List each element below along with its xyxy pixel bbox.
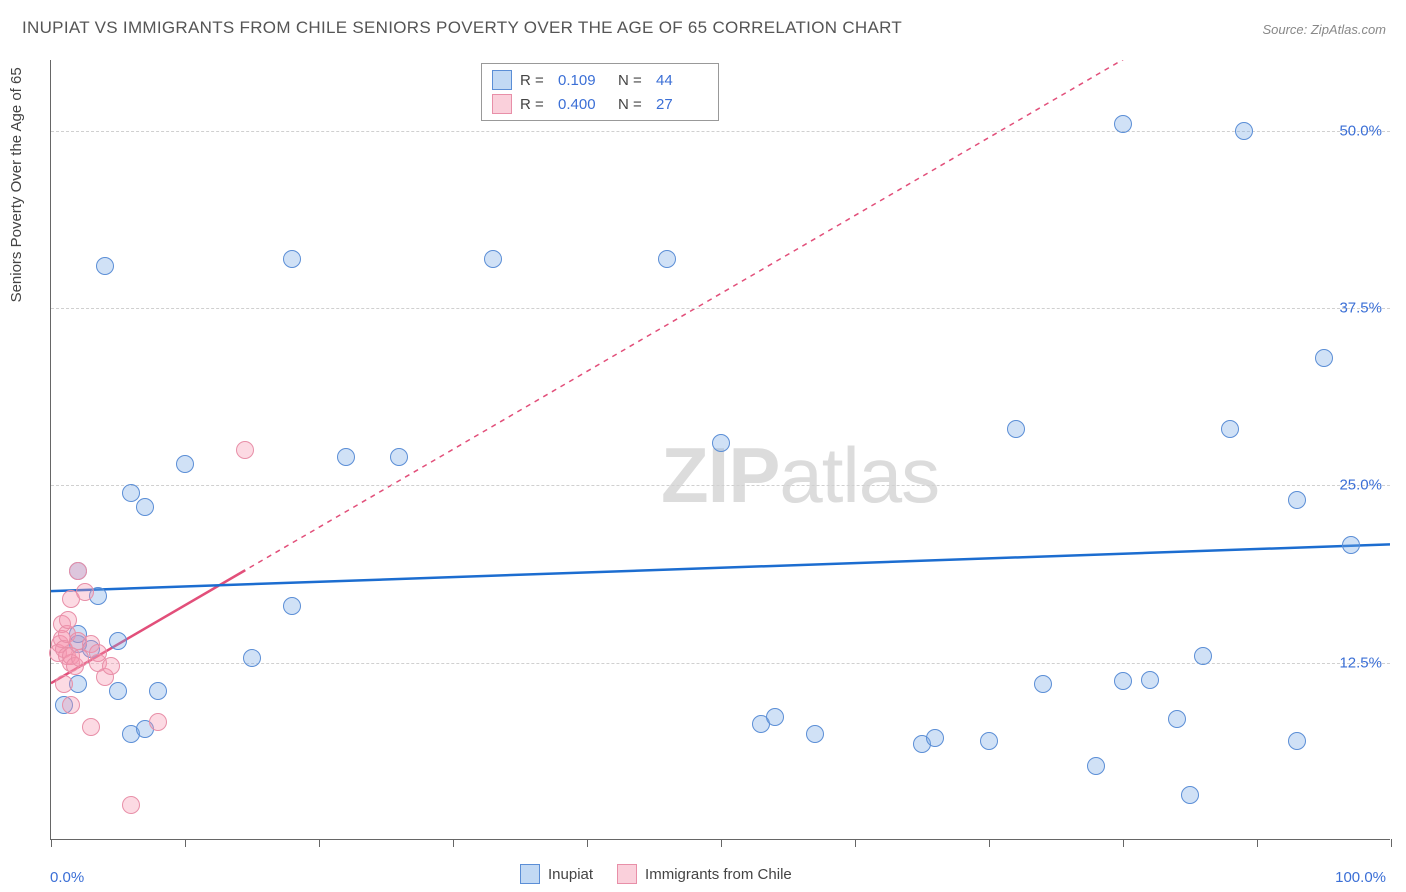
data-point [1114, 115, 1132, 133]
x-tick-mark [1257, 839, 1258, 847]
r-label: R = [520, 96, 550, 113]
data-point [1181, 786, 1199, 804]
x-tick-mark [453, 839, 454, 847]
data-point [122, 796, 140, 814]
data-point [283, 250, 301, 268]
data-point [96, 257, 114, 275]
y-tick-label: 25.0% [1339, 477, 1382, 494]
r-label: R = [520, 72, 550, 89]
x-tick-mark [185, 839, 186, 847]
legend-label: Immigrants from Chile [645, 866, 792, 883]
data-point [1194, 647, 1212, 665]
data-point [62, 696, 80, 714]
data-point [122, 484, 140, 502]
data-point [980, 732, 998, 750]
gridline [51, 485, 1390, 486]
x-tick-mark [587, 839, 588, 847]
r-value: 0.400 [558, 96, 610, 113]
data-point [243, 649, 261, 667]
r-value: 0.109 [558, 72, 610, 89]
x-tick-mark [1123, 839, 1124, 847]
legend-swatch [617, 864, 637, 884]
data-point [283, 597, 301, 615]
x-tick-mark [989, 839, 990, 847]
data-point [82, 718, 100, 736]
data-point [1114, 672, 1132, 690]
data-point [390, 448, 408, 466]
data-point [1235, 122, 1253, 140]
source-label: Source: ZipAtlas.com [1262, 22, 1386, 37]
legend-label: Inupiat [548, 866, 593, 883]
legend-swatch [520, 864, 540, 884]
data-point [712, 434, 730, 452]
data-point [766, 708, 784, 726]
stats-legend: R = 0.109 N = 44 R = 0.400 N = 27 [481, 63, 719, 121]
trend-line-1 [51, 60, 1390, 683]
stats-legend-row: R = 0.400 N = 27 [492, 92, 708, 116]
series-legend: Inupiat Immigrants from Chile [520, 864, 792, 884]
data-point [1221, 420, 1239, 438]
data-point [1007, 420, 1025, 438]
data-point [926, 729, 944, 747]
data-point [109, 682, 127, 700]
x-tick-mark [721, 839, 722, 847]
data-point [1288, 732, 1306, 750]
data-point [109, 632, 127, 650]
legend-swatch [492, 70, 512, 90]
plot-area: ZIPatlas R = 0.109 N = 44 R = 0.400 N = 27 12.5… [50, 60, 1390, 840]
x-tick-mark [51, 839, 52, 847]
data-point [658, 250, 676, 268]
x-axis-min-label: 0.0% [50, 869, 84, 886]
data-point [236, 441, 254, 459]
trend-line-0 [51, 544, 1390, 591]
data-point [1087, 757, 1105, 775]
data-point [176, 455, 194, 473]
data-point [484, 250, 502, 268]
gridline [51, 131, 1390, 132]
n-label: N = [618, 96, 648, 113]
data-point [1168, 710, 1186, 728]
data-point [102, 657, 120, 675]
n-label: N = [618, 72, 648, 89]
data-point [337, 448, 355, 466]
data-point [1342, 536, 1360, 554]
y-tick-label: 12.5% [1339, 654, 1382, 671]
stats-legend-row: R = 0.109 N = 44 [492, 68, 708, 92]
data-point [1315, 349, 1333, 367]
legend-swatch [492, 94, 512, 114]
n-value: 27 [656, 96, 708, 113]
data-point [1141, 671, 1159, 689]
data-point [136, 498, 154, 516]
legend-item: Inupiat [520, 864, 593, 884]
x-tick-mark [1391, 839, 1392, 847]
y-axis-title: Seniors Poverty Over the Age of 65 [8, 67, 25, 302]
data-point [806, 725, 824, 743]
data-point [1034, 675, 1052, 693]
watermark: ZIPatlas [661, 430, 939, 521]
data-point [59, 611, 77, 629]
x-tick-mark [855, 839, 856, 847]
x-tick-mark [319, 839, 320, 847]
data-point [1288, 491, 1306, 509]
data-point [69, 562, 87, 580]
data-point [76, 583, 94, 601]
data-point [149, 713, 167, 731]
y-tick-label: 37.5% [1339, 300, 1382, 317]
legend-item: Immigrants from Chile [617, 864, 792, 884]
chart-title: INUPIAT VS IMMIGRANTS FROM CHILE SENIORS… [22, 18, 902, 38]
data-point [55, 675, 73, 693]
n-value: 44 [656, 72, 708, 89]
x-axis-max-label: 100.0% [1335, 869, 1386, 886]
gridline [51, 308, 1390, 309]
y-tick-label: 50.0% [1339, 122, 1382, 139]
data-point [149, 682, 167, 700]
